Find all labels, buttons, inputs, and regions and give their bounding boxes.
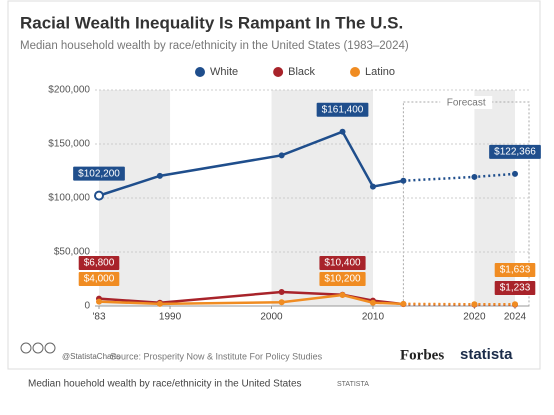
data-label: $102,200 [73,167,125,181]
data-label-text: $102,200 [78,168,120,179]
point [279,299,285,305]
point [512,301,518,307]
point [157,301,163,307]
point [96,299,102,305]
data-label: $10,200 [319,272,365,286]
x-tick-label: 2010 [362,312,385,323]
brand-forbes: Forbes [400,347,444,363]
legend-label: Latino [365,66,395,78]
data-label: $1,633 [495,263,536,277]
point [370,184,376,190]
y-tick-label: $50,000 [54,247,91,258]
y-tick-label: $150,000 [48,139,90,150]
y-tick-label: $200,000 [48,85,90,96]
legend-marker [195,67,205,77]
forecast-label: Forecast [447,98,486,109]
x-tick-label: 2024 [504,312,527,323]
data-label: $122,366 [489,145,541,159]
x-tick-label: 2020 [463,312,486,323]
data-label-text: $1,633 [500,265,531,276]
caption: Median houehold wealth by race/ethnicity… [28,379,302,390]
point [157,173,163,179]
data-label-text: $10,200 [324,274,361,285]
y-tick-label: $100,000 [48,193,90,204]
data-label: $6,800 [79,256,120,270]
data-label-text: $4,000 [84,274,115,285]
legend-label: Black [288,66,315,78]
data-label: $4,000 [79,272,120,286]
point [400,301,406,307]
chart-subtitle: Median household wealth by race/ethnicit… [20,40,409,52]
x-tick-label: 1990 [159,312,182,323]
x-tick-label: '83 [92,312,105,323]
point [279,289,285,295]
data-label-text: $10,400 [324,258,361,269]
point [400,178,406,184]
point [471,174,477,180]
data-label-text: $6,800 [84,258,115,269]
data-label: $161,400 [317,103,369,117]
legend-marker [350,67,360,77]
legend-label: White [210,66,238,78]
point [471,301,477,307]
point [95,192,103,200]
data-label: $1,233 [495,281,536,295]
y-tick-label: 0 [84,301,90,312]
point [512,171,518,177]
chart-title: Racial Wealth Inequality Is Rampant In T… [20,13,403,32]
point [340,292,346,298]
x-tick-label: 2000 [260,312,283,323]
point [279,152,285,158]
data-label: $10,400 [319,256,365,270]
data-label-text: $161,400 [322,104,364,115]
data-label-text: $1,233 [500,283,531,294]
source: Source: Prosperity Now & Institute For P… [110,351,323,361]
point [370,300,376,306]
legend-marker [273,67,283,77]
caption-tag: STATISTA [337,381,369,388]
point [340,129,346,135]
data-label-text: $122,366 [494,146,536,157]
brand-statista: statista [460,346,513,363]
